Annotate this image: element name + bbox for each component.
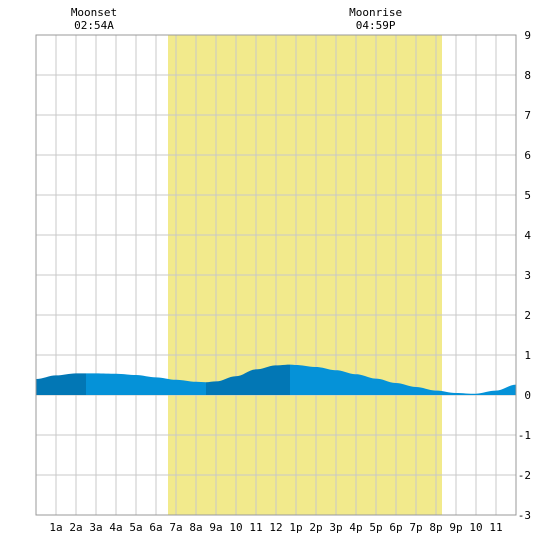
y-axis-labels: -3 -2 -1 0 1 2 3 4 5 6 7 8 9 bbox=[518, 29, 532, 522]
y-tick-label: 1 bbox=[524, 349, 531, 362]
tide-area-light bbox=[290, 364, 516, 395]
x-tick-label: 5p bbox=[369, 521, 382, 534]
y-tick-label: -3 bbox=[518, 509, 531, 522]
tide-area-dark bbox=[36, 373, 86, 395]
plot-border bbox=[35, 34, 517, 516]
y-tick-label: -1 bbox=[518, 429, 531, 442]
y-tick-label: 8 bbox=[524, 69, 531, 82]
x-tick-label: 11 bbox=[489, 521, 502, 534]
x-tick-label: 4a bbox=[109, 521, 122, 534]
x-tick-label: 9p bbox=[449, 521, 462, 534]
tide-areas bbox=[36, 364, 516, 395]
x-tick-label: 8a bbox=[189, 521, 202, 534]
x-tick-label: 2p bbox=[309, 521, 322, 534]
y-tick-label: 5 bbox=[524, 189, 531, 202]
x-tick-label: 6p bbox=[389, 521, 402, 534]
x-tick-label: 9a bbox=[209, 521, 222, 534]
x-tick-label: 7p bbox=[409, 521, 422, 534]
y-tick-label: 4 bbox=[524, 229, 531, 242]
x-tick-label: 10 bbox=[469, 521, 482, 534]
x-tick-label: 10 bbox=[229, 521, 242, 534]
grid-lines bbox=[36, 35, 516, 515]
x-tick-label: 4p bbox=[349, 521, 362, 534]
x-axis-labels: 1a 2a 3a 4a 5a 6a 7a 8a 9a 10 11 12 1p 2p 3p 4p 5p 6p 7p 8p… bbox=[49, 521, 502, 534]
tide-area-dark bbox=[206, 364, 290, 395]
x-tick-label: 8p bbox=[429, 521, 442, 534]
x-tick-label: 6a bbox=[149, 521, 162, 534]
tide-area-light bbox=[86, 373, 206, 395]
x-tick-label: 3p bbox=[329, 521, 342, 534]
x-tick-label: 7a bbox=[169, 521, 182, 534]
moon-event-name: Moonset bbox=[71, 6, 117, 19]
y-tick-label: 6 bbox=[524, 149, 531, 162]
moon-event-time: 04:59P bbox=[356, 19, 396, 32]
moon-event-name: Moonrise bbox=[349, 6, 402, 19]
x-tick-label: 3a bbox=[89, 521, 102, 534]
x-tick-label: 5a bbox=[129, 521, 142, 534]
x-tick-label: 11 bbox=[249, 521, 262, 534]
y-tick-label: 2 bbox=[524, 309, 531, 322]
x-tick-label: 12 bbox=[269, 521, 282, 534]
y-tick-label: 0 bbox=[524, 389, 531, 402]
y-tick-label: 9 bbox=[524, 29, 531, 42]
y-tick-label: -2 bbox=[518, 469, 531, 482]
x-tick-label: 2a bbox=[69, 521, 82, 534]
y-tick-label: 3 bbox=[524, 269, 531, 282]
moon-event-time: 02:54A bbox=[74, 19, 114, 32]
x-tick-label: 1p bbox=[289, 521, 302, 534]
x-tick-label: 1a bbox=[49, 521, 62, 534]
y-tick-label: 7 bbox=[524, 109, 531, 122]
